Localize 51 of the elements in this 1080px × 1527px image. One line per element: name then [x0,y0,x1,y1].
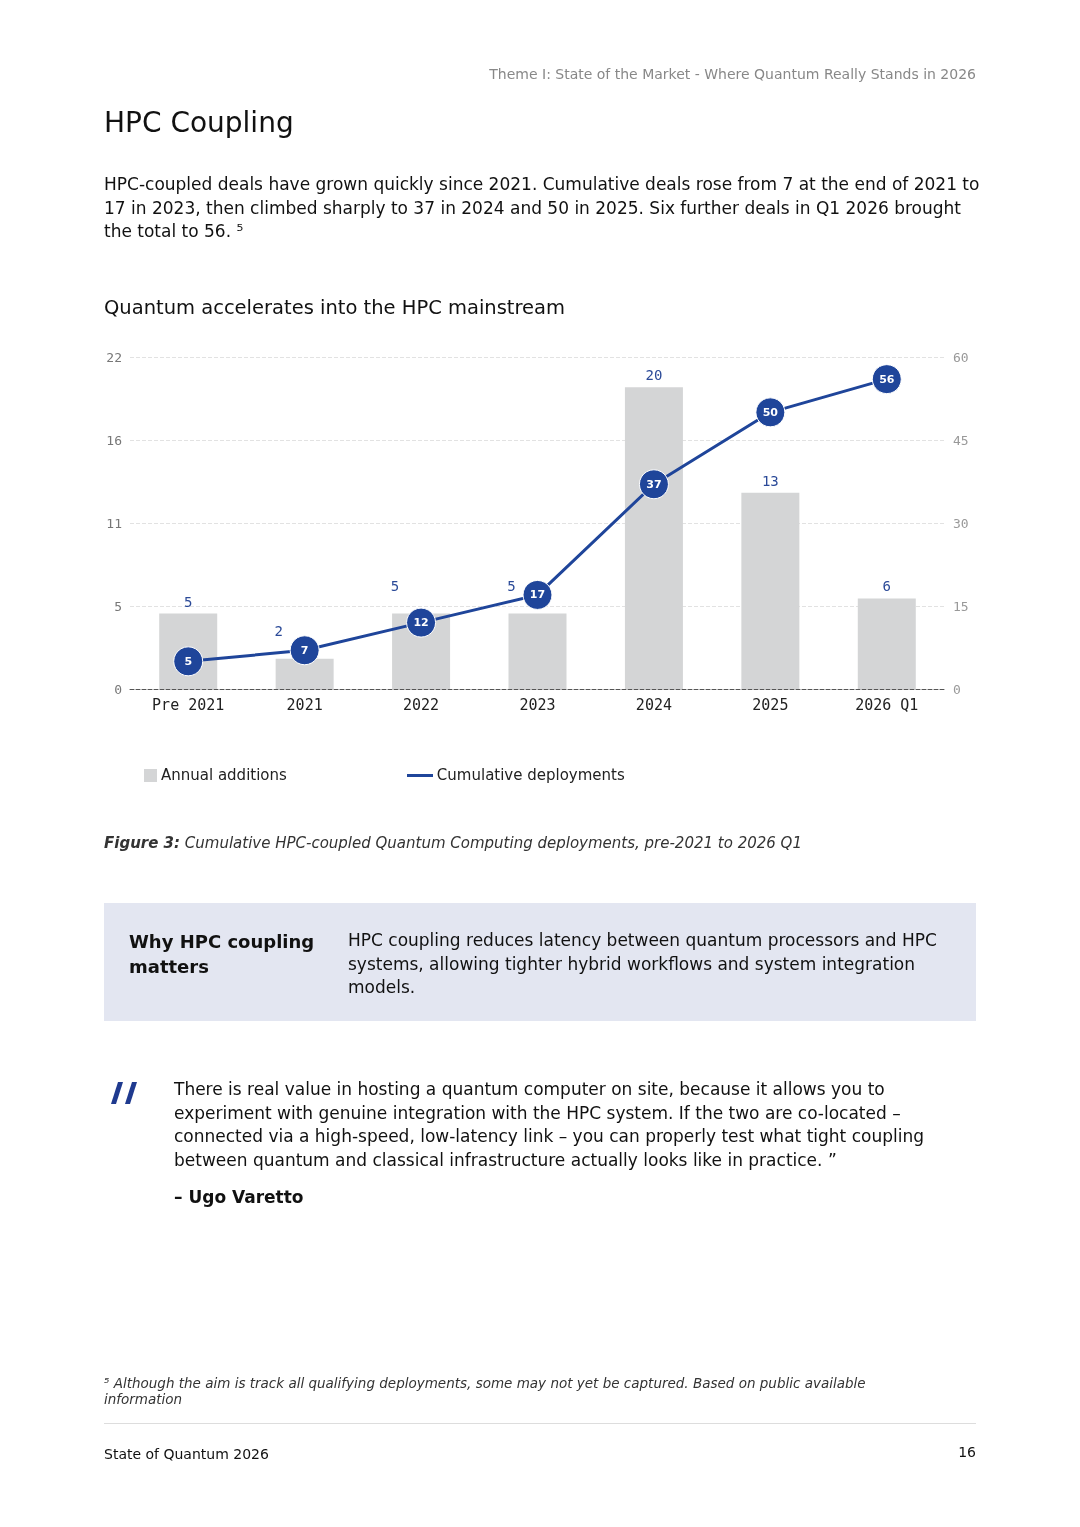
y-tick-label: 16 [106,432,122,448]
x-tick-label: Pre 2021 [152,695,225,714]
data-label: 5 [390,577,400,594]
text: HPC Coupling [104,106,294,139]
text: HPC-coupled deals have grown quickly since 2021. Cumulative deals rose from 7 at the end of 2021 to 17 in 2023, then climbed sharply to 37 in 2024 and 50 in 2025. Six further deals in Q1 2026 brought the total to 56. ⁵ [104,173,981,243]
text: Theme I: State of the Market - Where Quantum Really Stands in 2026 [489,66,976,82]
y-tick-label: 22 [106,349,122,365]
data-label: 37 [646,477,662,491]
data-label: 5 [184,654,193,668]
chart-title: Quantum accelerates into the HPC mainstream [104,296,566,319]
point [289,635,320,666]
bar [508,613,567,689]
data-label: 6 [882,578,891,595]
x-tick-label: 2025 [752,695,789,714]
y2-tick-label: 30 [953,515,969,531]
bar [624,387,683,689]
text: State of Quantum 2026 [104,1446,269,1462]
y-tick-label: 0 [114,681,122,697]
bar [857,598,916,689]
text: 16 [958,1444,976,1460]
y2-tick-label: 45 [953,432,969,448]
y-tick-label: 11 [106,515,122,531]
legend-label: Annual additions [161,766,287,784]
x-tick-label: 2023 [519,695,556,714]
x-tick-label: 2026 Q1 [855,695,919,714]
data-label: 20 [645,367,663,384]
caption: Figure 3: Cumulative HPC-coupled Quantum Computing deployments, pre-2021 to 2026 Q1 [104,834,802,852]
data-label: 50 [762,405,779,419]
text: HPC coupling reduces latency between quantum processors and HPC systems, allowing tighter hybrid workflows and system integration models. [348,929,938,999]
data-label: 56 [879,372,895,386]
y2-tick-label: 15 [953,598,969,614]
data-label: 5 [184,593,193,610]
y2-tick-label: 0 [953,681,961,697]
bar [741,492,800,689]
text: Why HPC coupling matters [129,930,316,979]
x-tick-label: 2024 [635,695,672,714]
y-tick-label: 5 [114,598,122,614]
text: – Ugo Varetto [174,1187,304,1207]
legend-label: Cumulative deployments [436,766,625,784]
data-label: 13 [761,472,779,489]
text: ⁵ Although the aim is track all qualifying deployments, some may not yet be captured. Based on public available information [104,1375,867,1407]
x-tick-label: 2021 [286,695,323,714]
data-label: 12 [413,616,429,630]
data-label: 7 [300,643,309,657]
data-label: 2 [274,622,283,639]
y2-tick-label: 60 [953,349,969,365]
text: There is real value in hosting a quantum computer on site, because it allows you to experiment with genuine integration with the HPC system. If the two are co-located – connected via a high-speed, low-latency link – you can properly test what tight coupling between quantum and classical infrastructure actually looks like in practice. ” [174,1078,925,1172]
x-tick-label: 2022 [403,695,440,714]
bar [275,658,334,689]
data-label: 17 [529,588,546,602]
data-label: 5 [507,577,516,594]
